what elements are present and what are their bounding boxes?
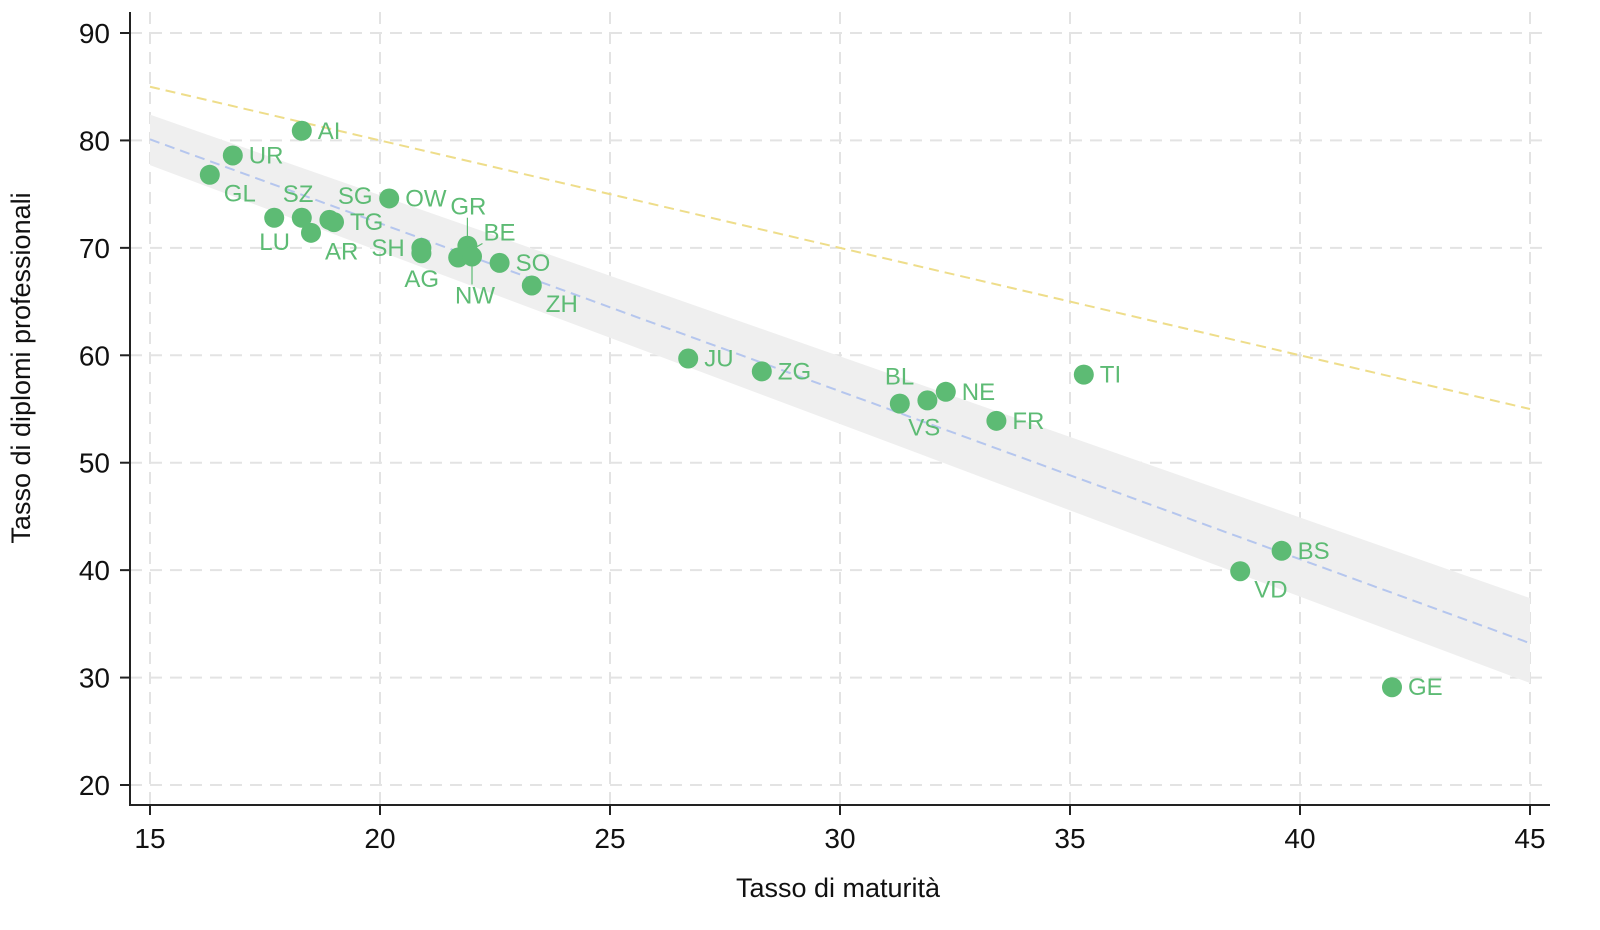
data-label: SG: [338, 183, 373, 210]
x-tick-label: 45: [1514, 823, 1545, 854]
data-label: BS: [1298, 538, 1330, 565]
y-tick-label: 40: [79, 555, 110, 586]
axes: 15 20 25 30 35 40 45 20 30 40 50 60 70 80 90: [79, 12, 1550, 854]
data-label: BL: [885, 363, 914, 390]
data-point: [324, 212, 344, 233]
data-point: [935, 381, 956, 402]
data-label: AG: [404, 266, 439, 293]
fit-line: [149, 138, 1531, 645]
y-tick-label: 50: [79, 448, 110, 479]
data-label: FR: [1012, 408, 1044, 435]
data-label: GR: [450, 194, 486, 221]
data-label: TG: [350, 209, 383, 236]
data-point: [1230, 561, 1251, 582]
data-label: JU: [704, 346, 733, 373]
data-point: [379, 188, 400, 209]
y-tick-label: 60: [79, 340, 110, 371]
data-point: [291, 120, 312, 141]
data-label: BE: [483, 220, 515, 247]
data-point: [411, 243, 432, 264]
data-label: NW: [455, 282, 495, 309]
data-point: [1271, 540, 1292, 561]
data-point: [1073, 364, 1094, 385]
reference-line: [149, 85, 1531, 410]
data-point: [751, 361, 772, 382]
data-label: TI: [1100, 362, 1121, 389]
data-label: GE: [1408, 674, 1443, 701]
data-point: [462, 246, 482, 267]
data-label: NE: [962, 379, 995, 406]
lines: [149, 85, 1531, 645]
points: [199, 120, 1402, 698]
data-point: [521, 275, 542, 296]
data-label: SH: [371, 235, 404, 262]
data-label: SO: [516, 250, 551, 277]
y-tick-label: 20: [79, 770, 110, 801]
data-label: VS: [908, 415, 940, 442]
y-tick-label: 80: [79, 125, 110, 156]
data-label: SZ: [283, 181, 314, 208]
data-point: [222, 145, 243, 166]
data-point: [301, 222, 321, 243]
data-point: [678, 348, 699, 369]
data-label: OW: [405, 185, 447, 212]
data-label: LU: [259, 229, 290, 256]
data-label: ZG: [778, 358, 811, 385]
data-label: AI: [318, 118, 341, 145]
data-point: [889, 393, 910, 414]
x-tick-label: 30: [824, 823, 855, 854]
data-label: UR: [249, 142, 284, 169]
y-tick-label: 70: [79, 233, 110, 264]
data-point: [917, 390, 938, 411]
x-tick-label: 15: [134, 823, 165, 854]
data-point: [1382, 677, 1402, 698]
data-point: [264, 207, 285, 228]
x-tick-label: 25: [594, 823, 625, 854]
data-point: [291, 207, 312, 228]
y-axis-label: Tasso di diplomi professionali: [6, 192, 36, 543]
data-label: ZH: [546, 291, 578, 318]
data-point: [489, 252, 510, 273]
y-tick-label: 30: [79, 663, 110, 694]
x-tick-label: 40: [1284, 823, 1315, 854]
data-label: VD: [1254, 577, 1287, 604]
data-point: [986, 410, 1007, 431]
data-label: GL: [224, 180, 256, 207]
x-axis-label: Tasso di maturità: [736, 873, 941, 903]
data-label: AR: [325, 238, 358, 265]
y-tick-label: 90: [79, 18, 110, 49]
data-point: [199, 164, 220, 185]
x-tick-label: 20: [364, 823, 395, 854]
x-tick-label: 35: [1054, 823, 1085, 854]
